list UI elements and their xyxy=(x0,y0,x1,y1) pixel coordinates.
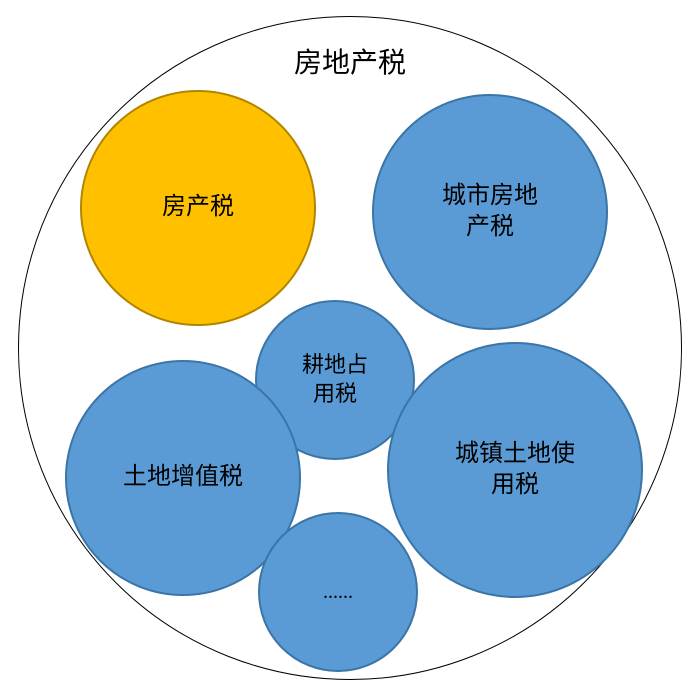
node-label: 城镇土地使 用税 xyxy=(455,439,575,501)
node-more: ...... xyxy=(258,512,418,672)
node-label: 城市房地 产税 xyxy=(442,181,538,243)
diagram-title: 房地产税 xyxy=(0,41,700,81)
node-urban-real-estate-tax: 城市房地 产税 xyxy=(372,94,608,330)
node-label: ...... xyxy=(323,579,353,605)
node-label: 耕地占 用税 xyxy=(302,351,368,408)
node-urban-land-use-tax: 城镇土地使 用税 xyxy=(387,342,643,598)
node-house-tax: 房产税 xyxy=(80,90,316,326)
node-label: 土地增值税 xyxy=(123,462,243,493)
diagram-canvas: 房地产税 房产税 城市房地 产税耕地占 用税土地增值税 城镇土地使 用税...... xyxy=(0,0,700,691)
node-label: 房产税 xyxy=(162,192,234,223)
